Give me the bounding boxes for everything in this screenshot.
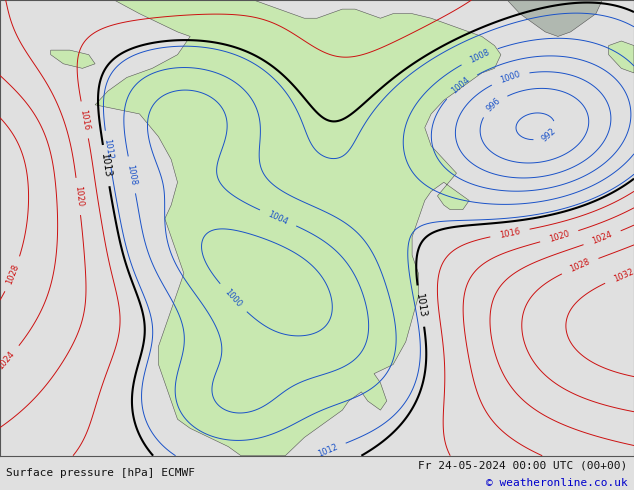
- Polygon shape: [507, 0, 602, 36]
- Text: 1013: 1013: [100, 153, 113, 178]
- Text: 992: 992: [540, 126, 558, 144]
- Text: 1020: 1020: [548, 229, 571, 244]
- Polygon shape: [51, 50, 95, 69]
- Text: 1008: 1008: [468, 48, 491, 65]
- Text: 1024: 1024: [591, 230, 614, 246]
- Text: 1004: 1004: [267, 209, 290, 226]
- Polygon shape: [609, 41, 634, 73]
- Text: 1016: 1016: [499, 226, 521, 240]
- Text: Surface pressure [hPa] ECMWF: Surface pressure [hPa] ECMWF: [6, 468, 195, 478]
- Text: 1024: 1024: [0, 349, 16, 371]
- Text: 1028: 1028: [569, 257, 592, 274]
- Text: 1012: 1012: [102, 138, 114, 160]
- Text: 1004: 1004: [450, 75, 472, 96]
- Text: 1012: 1012: [316, 442, 339, 459]
- Text: 1000: 1000: [499, 70, 521, 85]
- Text: 1016: 1016: [79, 109, 91, 131]
- Text: 1008: 1008: [126, 164, 138, 186]
- Text: 1013: 1013: [414, 293, 427, 319]
- Text: 1000: 1000: [223, 287, 243, 309]
- Text: © weatheronline.co.uk: © weatheronline.co.uk: [486, 478, 628, 488]
- Text: 1028: 1028: [5, 263, 21, 286]
- Text: Fr 24-05-2024 00:00 UTC (00+00): Fr 24-05-2024 00:00 UTC (00+00): [418, 461, 628, 470]
- Text: 1032: 1032: [612, 267, 634, 284]
- Polygon shape: [95, 0, 501, 456]
- Text: 996: 996: [485, 97, 503, 114]
- Text: 1020: 1020: [73, 186, 84, 207]
